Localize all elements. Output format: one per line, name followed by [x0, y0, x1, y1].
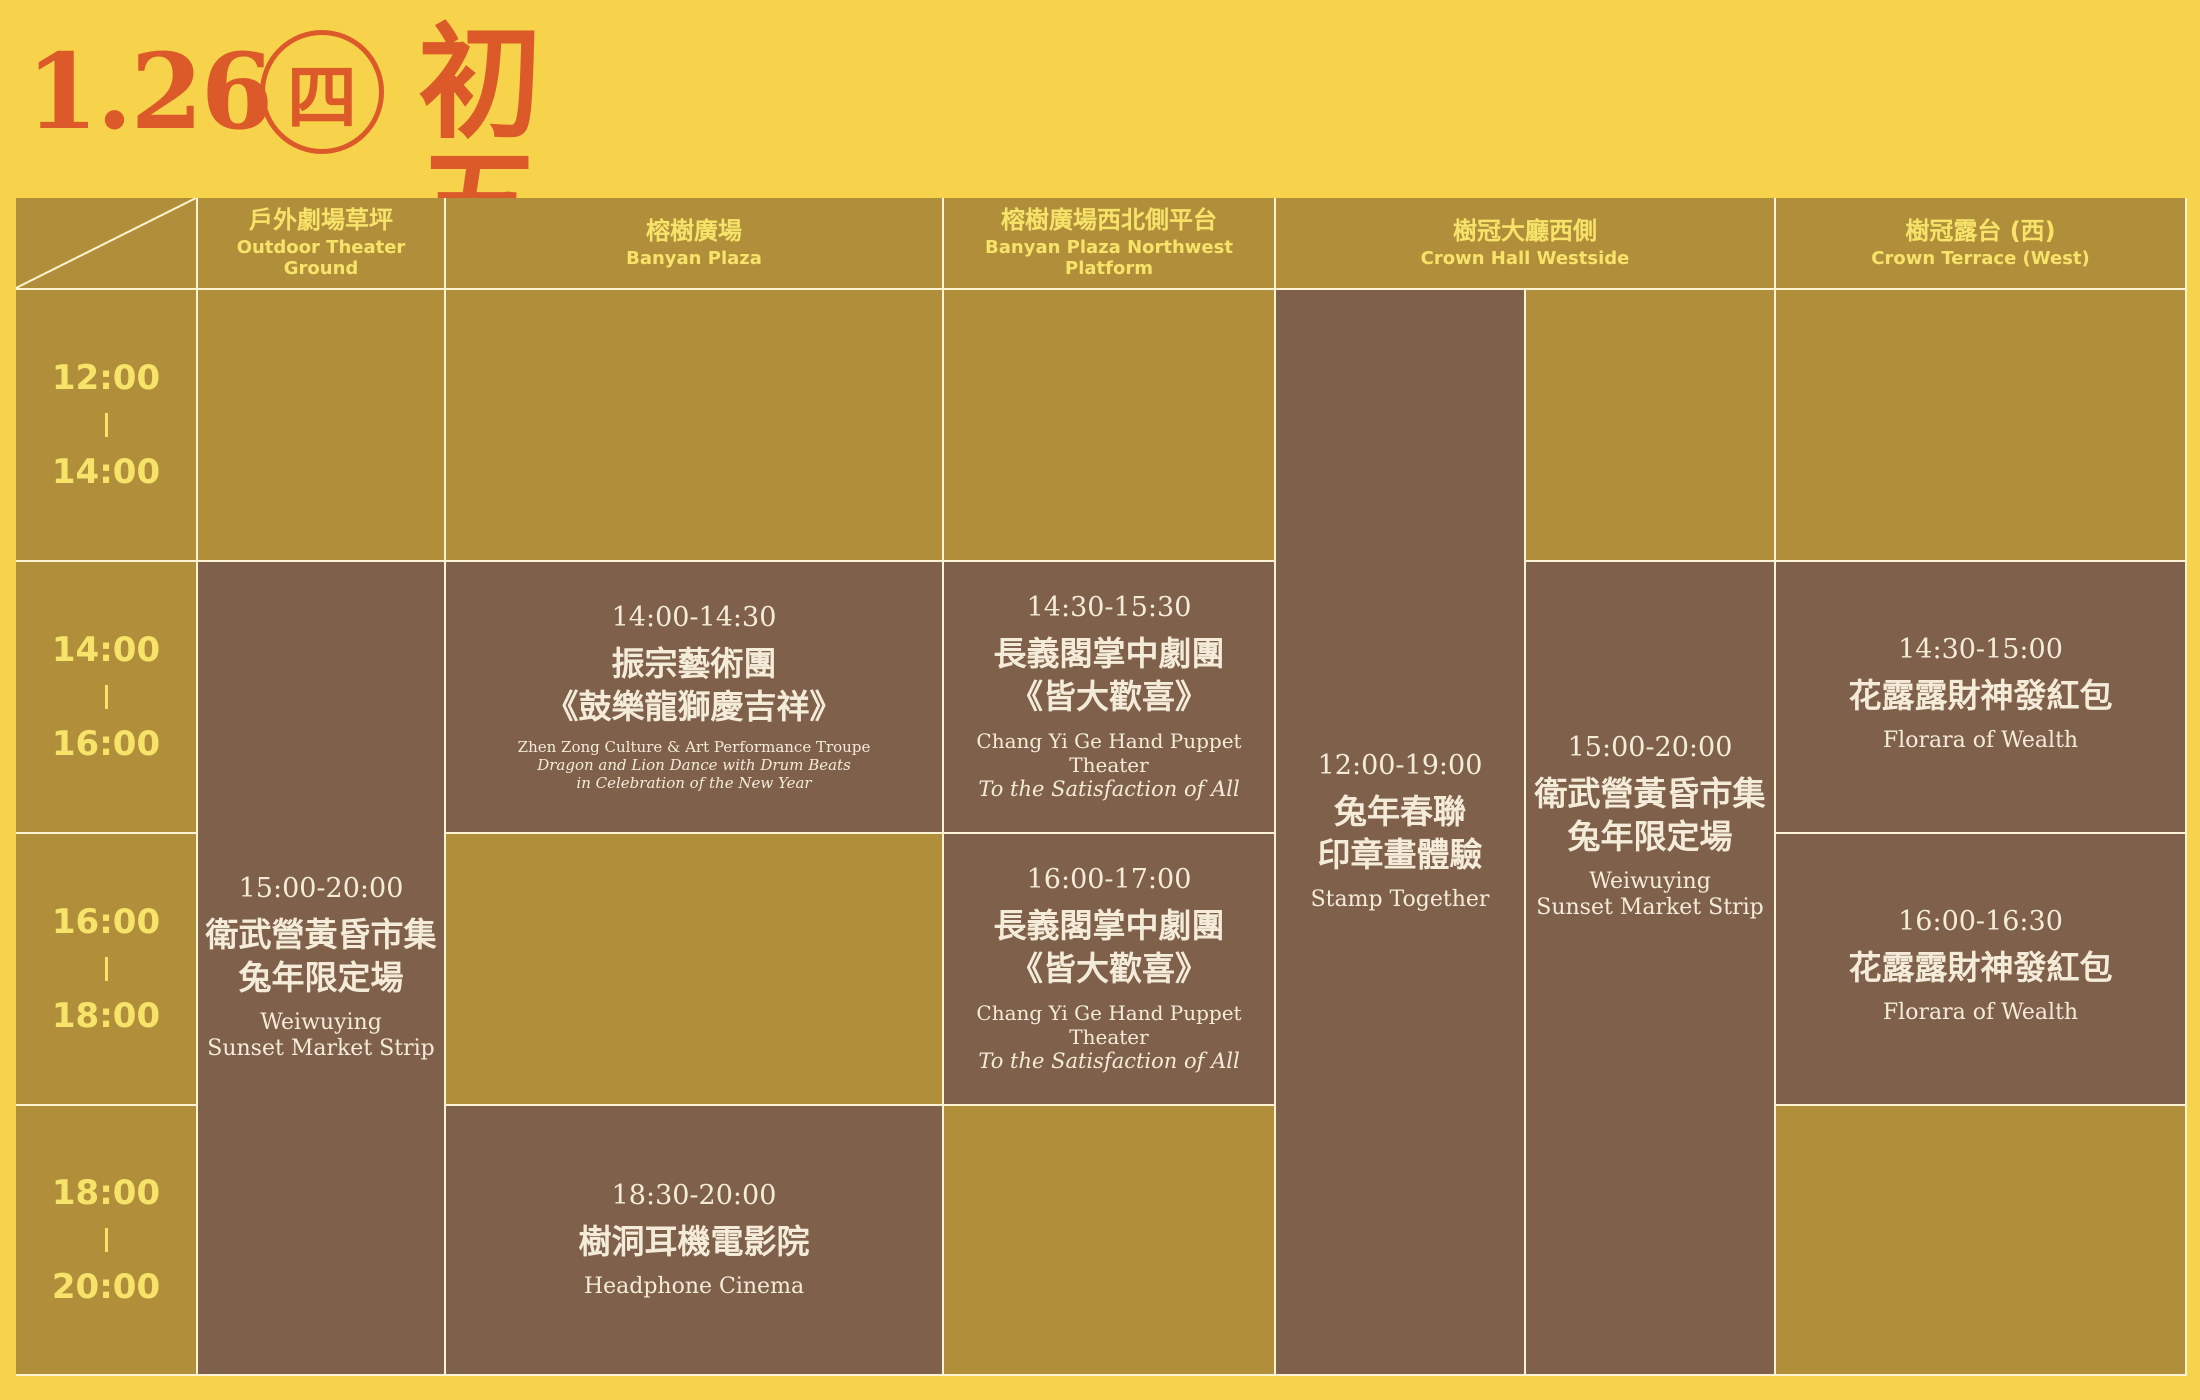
event-time: 16:00-16:30 [1898, 906, 2063, 937]
empty-cell [1776, 1106, 2187, 1376]
slot-start: 16:00 [51, 902, 161, 942]
venue-header-outdoor: 戶外劇場草坪 Outdoor Theater Ground [198, 198, 446, 290]
event-title: 樹洞耳機電影院 [578, 1221, 810, 1261]
event-nw-puppet-1: 14:30-15:30 長義閣掌中劇團 《皆大歡喜》 Chang Yi Ge H… [944, 562, 1276, 834]
event-english: To the Satisfaction of All [978, 776, 1240, 801]
venue-header-crown-terrace: 樹冠露台 (西) Crown Terrace (West) [1776, 198, 2187, 290]
date-label: 1.26 [26, 30, 273, 153]
event-title: 兔年限定場 [238, 958, 404, 998]
venue-name-en: Crown Terrace (West) [1871, 247, 2090, 269]
venue-name-en: Crown Hall Westside [1420, 247, 1630, 269]
event-english: Florara of Wealth [1882, 999, 2079, 1025]
event-english: Weiwuying [1589, 868, 1711, 894]
event-time: 14:00-14:30 [611, 601, 777, 633]
event-title: 長義閣掌中劇團 [993, 906, 1225, 946]
slot-separator [104, 1228, 108, 1252]
empty-cell [446, 834, 944, 1106]
slot-end: 20:00 [51, 1267, 161, 1307]
empty-cell [1526, 290, 1776, 562]
venue-name-en: Banyan Plaza Northwest Platform [985, 236, 1233, 280]
event-banyan-dragon: 14:00-14:30 振宗藝術團 《鼓樂龍獅慶吉祥》 Zhen Zong Cu… [446, 562, 944, 834]
venue-name-zh: 樹冠露台 (西) [1905, 216, 2056, 245]
event-title: 花露露財神發紅包 [1848, 676, 2113, 715]
event-english: in Celebration of the New Year [576, 774, 812, 793]
slot-start: 12:00 [51, 358, 161, 398]
event-english: Stamp Together [1310, 887, 1490, 913]
event-terrace-1: 14:30-15:00 花露露財神發紅包 Florara of Wealth [1776, 562, 2187, 834]
corner-cell [16, 198, 198, 290]
venue-name-zh: 榕樹廣場 [646, 216, 742, 245]
venue-header-banyan: 榕樹廣場 Banyan Plaza [446, 198, 944, 290]
event-title: 花露露財神發紅包 [1848, 948, 2113, 987]
event-title: 振宗藝術團 [611, 643, 777, 683]
event-title: 《鼓樂龍獅慶吉祥》 [545, 686, 843, 726]
event-terrace-2: 16:00-16:30 花露露財神發紅包 Florara of Wealth [1776, 834, 2187, 1106]
event-english: Chang Yi Ge Hand Puppet Theater [976, 728, 1242, 777]
event-crown-market: 15:00-20:00 衛武營黃昏市集 兔年限定場 Weiwuying Suns… [1526, 562, 1776, 1376]
slot-end: 16:00 [51, 724, 161, 764]
empty-cell [944, 1106, 1276, 1376]
empty-cell [446, 290, 944, 562]
slot-separator [104, 685, 108, 709]
corner-diagonal [16, 198, 197, 289]
venue-header-crown-hall: 樹冠大廳西側 Crown Hall Westside [1276, 198, 1776, 290]
venue-name-en: Banyan Plaza [626, 247, 762, 269]
event-time: 14:30-15:00 [1898, 634, 2063, 665]
event-english: Zhen Zong Culture & Art Performance Trou… [517, 738, 871, 757]
event-time: 15:00-20:00 [1567, 732, 1733, 763]
time-slot-4: 18:00 20:00 [16, 1106, 198, 1376]
schedule-grid: 戶外劇場草坪 Outdoor Theater Ground 榕樹廣場 Banya… [16, 198, 2187, 1376]
empty-cell [198, 290, 446, 562]
venue-name-en: Outdoor Theater Ground [236, 236, 406, 280]
event-english: Chang Yi Ge Hand Puppet Theater [976, 1000, 1242, 1049]
event-title: 《皆大歡喜》 [1010, 676, 1208, 716]
slot-start: 18:00 [51, 1173, 161, 1213]
slot-end: 18:00 [51, 996, 161, 1036]
slot-separator [104, 413, 108, 437]
time-slot-2: 14:00 16:00 [16, 562, 198, 834]
weekday-badge: 四 [260, 30, 384, 154]
event-english: Sunset Market Strip [1536, 895, 1764, 921]
empty-cell [944, 290, 1276, 562]
event-banyan-cinema: 18:30-20:00 樹洞耳機電影院 Headphone Cinema [446, 1106, 944, 1376]
slot-separator [104, 957, 108, 981]
event-english: Sunset Market Strip [207, 1036, 435, 1062]
event-english: Florara of Wealth [1882, 727, 2079, 753]
event-crown-stamp: 12:00-19:00 兔年春聯 印章畫體驗 Stamp Together [1276, 290, 1526, 1376]
event-time: 12:00-19:00 [1317, 750, 1483, 782]
venue-name-zh: 榕樹廣場西北側平台 [1001, 206, 1217, 234]
event-time: 16:00-17:00 [1026, 864, 1192, 896]
event-title: 兔年春聯 [1334, 792, 1466, 832]
event-outdoor-market: 15:00-20:00 衛武營黃昏市集 兔年限定場 Weiwuying Suns… [198, 562, 446, 1376]
venue-name-zh: 樹冠大廳西側 [1453, 216, 1597, 245]
event-time: 15:00-20:00 [238, 873, 404, 905]
event-title: 衛武營黃昏市集 [205, 915, 437, 955]
event-english: To the Satisfaction of All [978, 1048, 1240, 1073]
event-title: 長義閣掌中劇團 [993, 634, 1225, 674]
time-slot-3: 16:00 18:00 [16, 834, 198, 1106]
venue-header-banyan-nw: 榕樹廣場西北側平台 Banyan Plaza Northwest Platfor… [944, 198, 1276, 290]
event-english: Weiwuying [260, 1010, 382, 1035]
time-slot-1: 12:00 14:00 [16, 290, 198, 562]
slot-start: 14:00 [51, 630, 161, 670]
event-time: 18:30-20:00 [611, 1179, 777, 1211]
event-title: 印章畫體驗 [1317, 835, 1483, 875]
venue-name-zh: 戶外劇場草坪 [249, 206, 393, 234]
event-english: Dragon and Lion Dance with Drum Beats [537, 756, 851, 775]
event-english: Headphone Cinema [583, 1273, 805, 1299]
event-time: 14:30-15:30 [1026, 592, 1192, 624]
event-title: 衛武營黃昏市集 [1534, 774, 1766, 813]
event-nw-puppet-2: 16:00-17:00 長義閣掌中劇團 《皆大歡喜》 Chang Yi Ge H… [944, 834, 1276, 1106]
event-title: 兔年限定場 [1567, 816, 1733, 856]
slot-end: 14:00 [51, 452, 161, 492]
event-title: 《皆大歡喜》 [1010, 948, 1208, 988]
empty-cell [1776, 290, 2187, 562]
